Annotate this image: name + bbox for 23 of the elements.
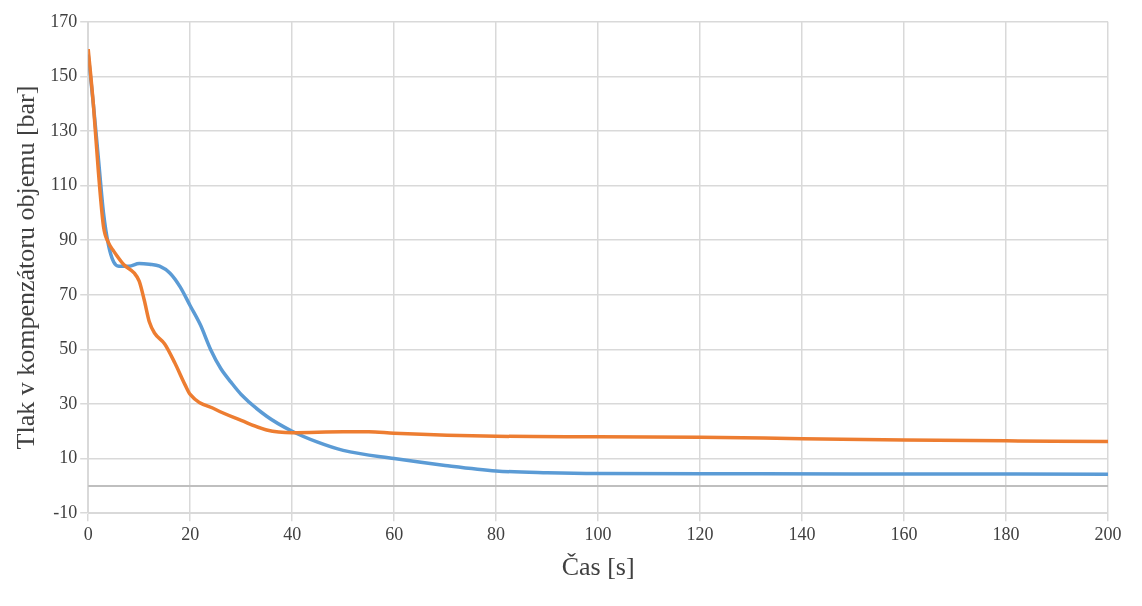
y-tick-label: 150 <box>50 65 78 86</box>
x-tick-label: 200 <box>1094 523 1122 544</box>
y-tick-label: 50 <box>59 338 78 359</box>
x-axis-title: Čas [s] <box>561 552 635 582</box>
y-tick-label: 170 <box>50 10 78 31</box>
y-tick-label: 90 <box>59 228 78 249</box>
x-tick-label: 100 <box>584 523 612 544</box>
x-tick-label: 120 <box>686 523 714 544</box>
y-tick-label: -10 <box>53 501 78 522</box>
x-tick-label: 160 <box>890 523 918 544</box>
y-axis-title: Tlak v kompenzátoru objemu [bar] <box>11 85 41 450</box>
x-tick-label: 60 <box>385 523 404 544</box>
y-tick-label: 70 <box>59 283 78 304</box>
x-tick-label: 140 <box>788 523 816 544</box>
x-tick-label: 180 <box>992 523 1020 544</box>
y-tick-label: 130 <box>50 119 78 140</box>
x-tick-label: 80 <box>487 523 506 544</box>
y-tick-label: 110 <box>50 174 78 195</box>
x-tick-label: 0 <box>83 523 93 544</box>
x-tick-label: 20 <box>181 523 200 544</box>
y-tick-label: 10 <box>59 447 78 468</box>
y-tick-label: 30 <box>59 392 78 413</box>
x-tick-label: 40 <box>283 523 302 544</box>
